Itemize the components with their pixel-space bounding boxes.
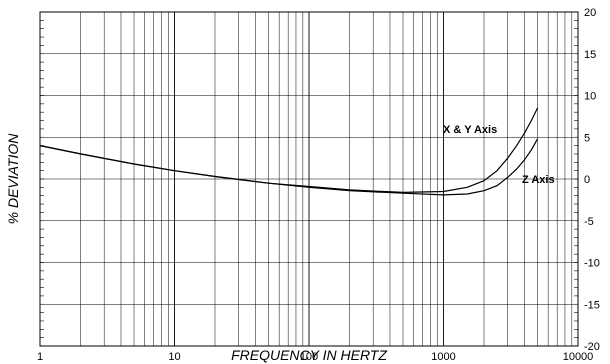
series-label: Z Axis bbox=[522, 174, 555, 186]
series-line bbox=[39, 138, 539, 196]
series-labels: X & Y Axis Z Axis bbox=[443, 124, 555, 186]
y-axis-title: % DEVIATION bbox=[5, 133, 21, 225]
plot-frame bbox=[39, 11, 579, 347]
y-tick-label: -15 bbox=[584, 299, 600, 311]
x-tick-label: 1 bbox=[37, 351, 43, 363]
series-label: X & Y Axis bbox=[443, 124, 497, 136]
x-tick-label: 1000 bbox=[431, 351, 455, 363]
tick-labels: 1 10 100 1000 10000 20 15 10 5 0 -5 -10 -15 -20 bbox=[37, 7, 600, 363]
y-tick-label: 15 bbox=[584, 49, 596, 61]
series-line bbox=[39, 107, 539, 194]
series-layer bbox=[39, 107, 539, 196]
x-tick-label: 100 bbox=[300, 351, 318, 363]
y-tick-label: 10 bbox=[584, 91, 596, 103]
y-tick-label: -5 bbox=[584, 216, 594, 228]
y-tick-label: 20 bbox=[584, 7, 596, 19]
x-axis-title: FREQUENCY IN HERTZ bbox=[231, 347, 387, 363]
grid-lines bbox=[39, 11, 578, 347]
x-tick-label: 10000 bbox=[563, 351, 594, 363]
x-tick-label: 10 bbox=[168, 351, 180, 363]
y-tick-label: 0 bbox=[584, 174, 590, 186]
y-tick-label: 5 bbox=[584, 132, 590, 144]
y-tick-label: -20 bbox=[584, 341, 600, 353]
y-tick-label: -10 bbox=[584, 258, 600, 270]
